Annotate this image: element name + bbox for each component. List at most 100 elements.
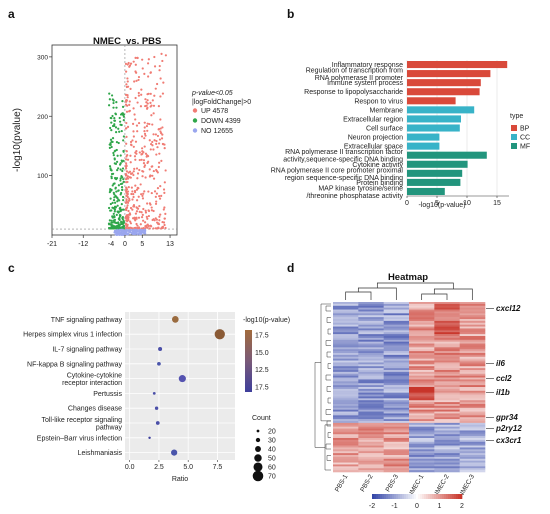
volcano-point-up [149,148,152,151]
heatmap-gene-labels: cxcl12 il6 ccl2 il1b gpr34 p2ry12 cx3cr1 [486,304,522,445]
heatmap-cell [459,337,486,341]
volcano-legend-swatch [192,108,198,113]
volcano-point-up [124,222,128,225]
heatmap-cell [434,392,460,395]
heatmap-cell [409,464,435,467]
heatmap-cell [358,326,384,329]
heatmap-cell [358,436,384,439]
heatmap-cell [434,417,460,420]
volcano-point-up [126,201,129,204]
volcano-point-up [127,209,130,213]
heatmap-cell [459,426,486,429]
heatmap-cell [333,439,359,443]
kegg-size-legend-dot [256,429,260,433]
volcano-point-up [129,220,132,223]
heatmap-scale-step [406,494,409,499]
volcano-point-up [141,213,144,217]
volcano-point-up [125,110,129,113]
volcano-point-up [147,75,150,78]
volcano-point-up [134,158,137,161]
heatmap-cell [358,409,384,412]
heatmap-cell [434,313,460,316]
volcano-point-down [113,116,116,120]
volcano-point-up [146,217,149,220]
heatmap-cell [333,311,359,314]
heatmap-cell [358,332,384,335]
heatmap-cell [383,379,410,382]
heatmap-cell [358,404,384,407]
heatmap-scale-step [434,494,437,499]
heatmap-scale-step [402,494,405,499]
volcano-point-no [122,230,125,233]
heatmap-cell [409,443,435,446]
heatmap-cell [333,320,359,324]
volcano-point-up [132,173,135,177]
heatmap-cell [434,360,460,363]
heatmap-cell [383,347,410,350]
volcano-point-up [158,64,161,68]
heatmap-cell [358,394,384,397]
volcano-point-up [125,155,128,158]
volcano-point-up [159,213,162,216]
volcano-point-down [113,218,117,221]
heatmap-scale-step [440,494,443,499]
heatmap-cell [358,385,384,388]
heatmap-cell [333,453,359,456]
volcano-point-up [161,126,164,129]
volcano-point-up [155,168,158,172]
volcano-point-down [122,224,125,227]
heatmap-cell [383,385,410,388]
heatmap-cell [358,428,384,431]
heatmap-cell [358,432,384,435]
volcano-point-up [135,199,139,202]
heatmap-cell [434,377,460,380]
volcano-point-up [161,59,164,63]
heatmap-cell [333,326,359,329]
volcano-point-up [136,130,139,133]
volcano-point-up [125,214,129,217]
heatmap-cell [358,336,384,339]
volcano-point-down [115,106,118,109]
volcano-point-up [133,189,137,193]
volcano-point-up [141,175,144,178]
go-bar [407,178,461,186]
volcano-point-up [149,203,152,206]
volcano-point-up [124,216,128,220]
heatmap-color-scale: -2 -1 0 1 2 [369,494,464,510]
heatmap-cell [333,413,359,416]
heatmap-cell [434,345,460,348]
heatmap-cell [459,428,486,431]
heatmap-scale-step [424,494,427,499]
go-bar [407,133,440,141]
volcano-point-up [134,96,137,100]
volcano-point-up [132,60,135,63]
volcano-point-down [109,138,113,141]
volcano-point-down [110,169,113,172]
volcano-point-up [142,151,145,154]
volcano-point-up [141,67,144,70]
volcano-point-up [129,222,133,225]
heatmap-cell [358,460,384,463]
heatmap-cell [383,332,410,335]
heatmap-cell [459,319,486,322]
volcano-point-up [126,190,130,193]
heatmap-cell [434,462,460,465]
volcano-point-up [148,139,151,142]
heatmap-cell [434,411,460,414]
heatmap-scale-step [374,494,377,499]
volcano-point-no [131,229,134,232]
heatmap-cell [409,419,435,422]
go-legend-swatch [511,125,517,131]
heatmap-cell [459,371,486,375]
heatmap-cell [358,413,384,416]
go-category-label: Neuron projection [348,135,403,142]
heatmap-cell [383,309,410,312]
heatmap-cell [409,417,435,420]
volcano-point-down [119,168,122,171]
volcano-point-down [110,140,113,143]
volcano-point-up [130,192,133,196]
volcano-point-down [118,130,121,133]
heatmap-cell [358,368,384,371]
heatmap-cell [358,356,384,359]
heatmap-cell [358,309,384,312]
